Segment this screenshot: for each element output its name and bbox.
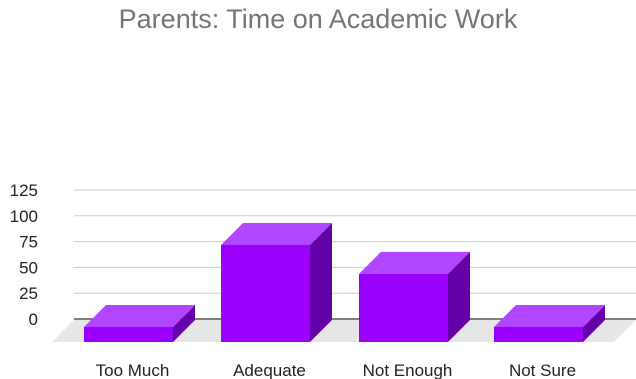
bar-not-sure	[494, 327, 583, 342]
x-tick-label-not-sure: Not Sure	[509, 361, 576, 379]
chart-floor	[52, 320, 636, 342]
x-tick-label-not-enough: Not Enough	[363, 361, 453, 379]
chart-title: Parents: Time on Academic Work	[118, 4, 518, 34]
bar-not-enough	[359, 273, 448, 342]
bar-side-not-sure	[583, 305, 605, 342]
bar-top-adequate	[221, 222, 332, 245]
bar-side-adequate	[310, 222, 332, 342]
y-tick-label-100: 100	[10, 207, 38, 226]
bar-adequate	[221, 244, 310, 342]
bar-top-not-enough	[359, 251, 470, 274]
y-tick-label-25: 25	[19, 284, 38, 303]
bar-side-not-enough	[448, 251, 470, 342]
bar-top-not-sure	[494, 305, 605, 327]
x-tick-label-adequate: Adequate	[233, 361, 306, 379]
x-tick-label-too-much: Too Much	[96, 361, 170, 379]
y-tick-label-75: 75	[19, 233, 38, 252]
y-tick-label-50: 50	[19, 258, 38, 277]
bar-side-too-much	[173, 305, 195, 342]
bar-top-too-much	[84, 305, 195, 327]
y-tick-label-125: 125	[10, 181, 38, 200]
y-tick-label-0: 0	[29, 310, 38, 329]
bar-too-much	[84, 327, 173, 342]
